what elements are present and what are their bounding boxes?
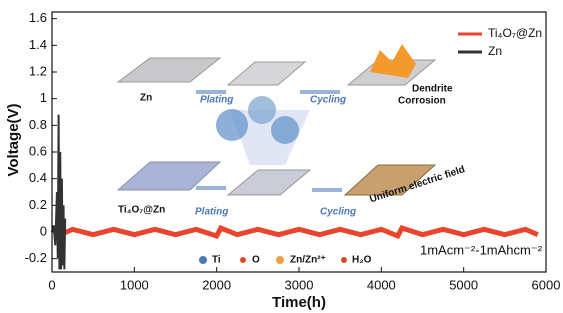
legend-label: Ti₄O₇@Zn	[488, 26, 542, 40]
inset-label: Dendrite	[412, 84, 453, 95]
y-tick-label: 0.6	[29, 143, 47, 158]
inset-label: Plating	[200, 95, 233, 106]
y-tick-label: 1.6	[29, 10, 47, 25]
annotation: 1mAcm⁻²-1mAhcm⁻²	[420, 242, 543, 257]
inset-label: Corrosion	[398, 96, 446, 107]
inset-legend: O	[252, 255, 260, 266]
y-tick-label: 1	[40, 90, 47, 105]
series-line	[52, 115, 65, 270]
y-axis-title: Voltage(V)	[5, 103, 22, 176]
y-tick-label: 0.4	[29, 170, 47, 185]
y-tick-label: 1.4	[29, 37, 47, 52]
inset-label: Zn	[140, 93, 152, 104]
y-tick-label: 0.8	[29, 117, 47, 132]
x-tick-label: 5000	[449, 277, 478, 292]
inset-label: Cycling	[310, 95, 346, 106]
chart: Zn Plating Cycling Dendrite Corrosion Ti…	[0, 0, 563, 313]
inset-label: Cycling	[320, 207, 356, 218]
y-tick-label: -0.2	[25, 250, 47, 265]
y-tick-label: 0.2	[29, 197, 47, 212]
x-tick-label: 6000	[532, 277, 561, 292]
inset-label: Plating	[195, 207, 228, 218]
x-tick-label: 2000	[202, 277, 231, 292]
x-tick-label: 1000	[120, 277, 149, 292]
inset-legend: Zn/Zn²⁺	[290, 255, 326, 266]
inset-legend: H₂O	[352, 255, 372, 266]
x-tick-label: 3000	[285, 277, 314, 292]
y-tick-label: 1.2	[29, 63, 47, 78]
page: {"chart_data": {"type": "line", "x_label…	[0, 0, 563, 313]
legend-label: Zn	[488, 44, 502, 58]
x-tick-label: 0	[48, 277, 55, 292]
inset-legend: Ti	[212, 255, 221, 266]
inset-label: Ti₄O₇@Zn	[118, 205, 165, 216]
x-axis-title: Time(h)	[272, 294, 326, 311]
y-tick-label: 0	[40, 223, 47, 238]
x-tick-label: 4000	[367, 277, 396, 292]
series-line	[52, 228, 538, 236]
